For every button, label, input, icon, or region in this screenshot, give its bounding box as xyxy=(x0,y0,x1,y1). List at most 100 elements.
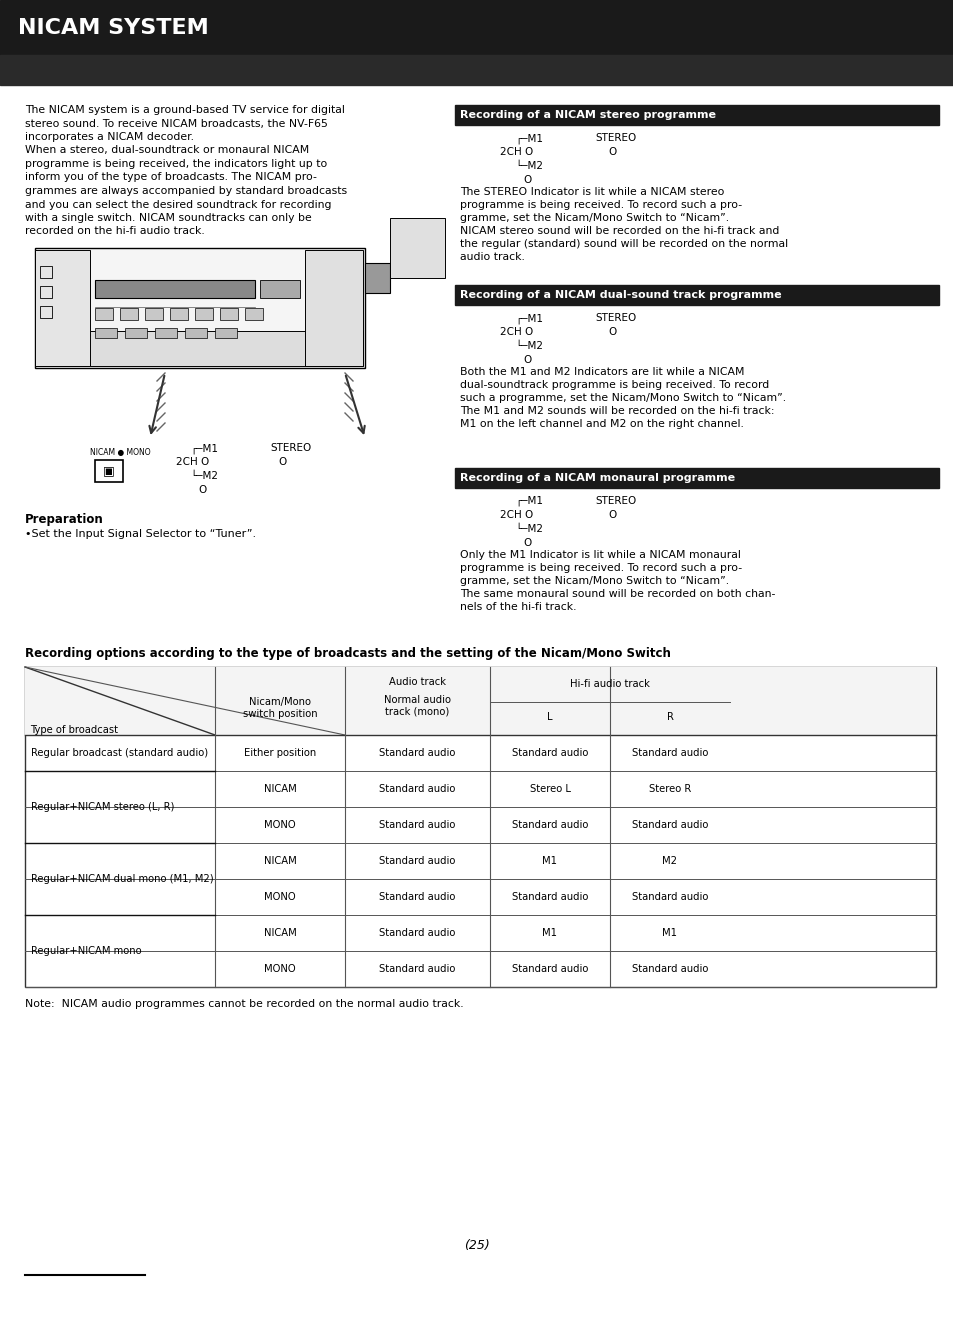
Bar xyxy=(0,0,953,56)
Text: ┌─M1: ┌─M1 xyxy=(190,443,218,453)
Text: Stereo R: Stereo R xyxy=(648,784,690,794)
Bar xyxy=(194,307,213,321)
Text: Standard audio: Standard audio xyxy=(379,892,456,902)
Text: MONO: MONO xyxy=(264,820,295,829)
Text: Standard audio: Standard audio xyxy=(511,892,588,902)
Text: └─M2: └─M2 xyxy=(190,470,218,481)
Bar xyxy=(35,248,365,368)
Text: Standard audio: Standard audio xyxy=(379,820,456,829)
Text: 2CH O: 2CH O xyxy=(499,510,533,519)
Bar xyxy=(120,307,138,321)
Text: M2: M2 xyxy=(661,856,677,867)
Text: 2CH O: 2CH O xyxy=(499,147,533,156)
Bar xyxy=(365,262,390,293)
Text: •Set the Input Signal Selector to “Tuner”.: •Set the Input Signal Selector to “Tuner… xyxy=(25,529,255,539)
Text: MONO: MONO xyxy=(264,892,295,902)
Bar xyxy=(40,266,52,278)
Bar xyxy=(95,307,112,321)
Bar xyxy=(455,468,938,488)
Text: the regular (standard) sound will be recorded on the normal: the regular (standard) sound will be rec… xyxy=(459,238,787,249)
Text: Preparation: Preparation xyxy=(25,513,104,526)
Text: Standard audio: Standard audio xyxy=(379,927,456,938)
Text: Standard audio: Standard audio xyxy=(379,784,456,794)
Bar xyxy=(260,280,299,298)
Text: The M1 and M2 sounds will be recorded on the hi-fi track:: The M1 and M2 sounds will be recorded on… xyxy=(459,405,774,416)
Text: Standard audio: Standard audio xyxy=(511,749,588,758)
Text: └─M2: └─M2 xyxy=(515,162,542,171)
Text: programme is being received, the indicators light up to: programme is being received, the indicat… xyxy=(25,159,327,170)
Text: Standard audio: Standard audio xyxy=(379,749,456,758)
Text: M1: M1 xyxy=(661,927,677,938)
Text: Hi-fi audio track: Hi-fi audio track xyxy=(570,678,649,689)
Bar xyxy=(390,219,444,278)
Text: MONO: MONO xyxy=(264,965,295,974)
Text: 2CH O: 2CH O xyxy=(175,457,209,466)
Text: Standard audio: Standard audio xyxy=(511,820,588,829)
Text: Standard audio: Standard audio xyxy=(631,965,707,974)
Text: inform you of the type of broadcasts. The NICAM pro-: inform you of the type of broadcasts. Th… xyxy=(25,172,316,183)
Text: 2CH O: 2CH O xyxy=(499,327,533,337)
Bar xyxy=(95,280,254,298)
Text: Regular+NICAM stereo (L, R): Regular+NICAM stereo (L, R) xyxy=(30,802,174,812)
Text: with a single switch. NICAM soundtracks can only be: with a single switch. NICAM soundtracks … xyxy=(25,213,312,223)
Text: Standard audio: Standard audio xyxy=(379,856,456,867)
Text: Type of broadcast: Type of broadcast xyxy=(30,725,118,735)
Bar xyxy=(125,329,147,338)
Text: The STEREO Indicator is lit while a NICAM stereo: The STEREO Indicator is lit while a NICA… xyxy=(459,187,723,197)
Text: Stereo L: Stereo L xyxy=(529,784,570,794)
Bar xyxy=(145,307,163,321)
Text: grammes are always accompanied by standard broadcasts: grammes are always accompanied by standa… xyxy=(25,186,347,196)
Bar xyxy=(35,250,90,366)
Bar xyxy=(220,307,237,321)
Text: O: O xyxy=(522,355,531,364)
Text: Audio track: Audio track xyxy=(389,677,446,686)
Text: ┌─M1: ┌─M1 xyxy=(515,313,542,323)
Text: When a stereo, dual-soundtrack or monaural NICAM: When a stereo, dual-soundtrack or monaur… xyxy=(25,146,309,155)
Bar xyxy=(0,56,953,85)
Text: gramme, set the Nicam/Mono Switch to “Nicam”.: gramme, set the Nicam/Mono Switch to “Ni… xyxy=(459,213,728,223)
Bar xyxy=(214,329,236,338)
Text: Recording of a NICAM stereo programme: Recording of a NICAM stereo programme xyxy=(459,110,716,121)
Text: O: O xyxy=(607,327,616,337)
Text: dual-soundtrack programme is being received. To record: dual-soundtrack programme is being recei… xyxy=(459,380,768,390)
Text: NICAM: NICAM xyxy=(263,784,296,794)
Text: programme is being received. To record such a pro-: programme is being received. To record s… xyxy=(459,563,741,572)
Text: stereo sound. To receive NICAM broadcasts, the NV-F65: stereo sound. To receive NICAM broadcast… xyxy=(25,118,328,129)
Text: NICAM: NICAM xyxy=(263,856,296,867)
Text: Normal audio
track (mono): Normal audio track (mono) xyxy=(384,696,451,717)
Bar xyxy=(170,307,188,321)
Text: R: R xyxy=(666,712,673,722)
Text: The same monaural sound will be recorded on both chan-: The same monaural sound will be recorded… xyxy=(459,590,775,599)
Text: Recording options according to the type of broadcasts and the setting of the Nic: Recording options according to the type … xyxy=(25,647,670,660)
Text: STEREO: STEREO xyxy=(595,132,636,143)
Text: Recording of a NICAM monaural programme: Recording of a NICAM monaural programme xyxy=(459,473,735,484)
Text: nels of the hi-fi track.: nels of the hi-fi track. xyxy=(459,602,576,612)
Text: NICAM ● MONO: NICAM ● MONO xyxy=(90,448,151,457)
Text: The NICAM system is a ground-based TV service for digital: The NICAM system is a ground-based TV se… xyxy=(25,105,345,115)
Bar xyxy=(25,666,935,987)
Text: Note:  NICAM audio programmes cannot be recorded on the normal audio track.: Note: NICAM audio programmes cannot be r… xyxy=(25,999,463,1010)
Text: Standard audio: Standard audio xyxy=(511,965,588,974)
Text: STEREO: STEREO xyxy=(270,443,311,453)
Text: └─M2: └─M2 xyxy=(515,523,542,534)
Text: incorporates a NICAM decoder.: incorporates a NICAM decoder. xyxy=(25,132,193,142)
Text: such a programme, set the Nicam/Mono Switch to “Nicam”.: such a programme, set the Nicam/Mono Swi… xyxy=(459,394,785,403)
Bar xyxy=(245,307,263,321)
Text: Both the M1 and M2 Indicators are lit while a NICAM: Both the M1 and M2 Indicators are lit wh… xyxy=(459,367,743,378)
Text: M1 on the left channel and M2 on the right channel.: M1 on the left channel and M2 on the rig… xyxy=(459,419,743,429)
Text: O: O xyxy=(198,485,206,496)
Text: M1: M1 xyxy=(542,856,557,867)
Text: M1: M1 xyxy=(542,927,557,938)
Text: NICAM stereo sound will be recorded on the hi-fi track and: NICAM stereo sound will be recorded on t… xyxy=(459,227,779,236)
Text: STEREO: STEREO xyxy=(595,313,636,323)
Text: O: O xyxy=(607,510,616,519)
Bar xyxy=(25,666,935,735)
Text: ┌─M1: ┌─M1 xyxy=(515,496,542,506)
Text: O: O xyxy=(522,175,531,186)
Text: recorded on the hi-fi audio track.: recorded on the hi-fi audio track. xyxy=(25,227,205,236)
Text: Only the M1 Indicator is lit while a NICAM monaural: Only the M1 Indicator is lit while a NIC… xyxy=(459,550,740,560)
Text: and you can select the desired soundtrack for recording: and you can select the desired soundtrac… xyxy=(25,200,331,209)
Bar xyxy=(185,329,207,338)
Text: └─M2: └─M2 xyxy=(515,341,542,351)
Text: Regular+NICAM mono: Regular+NICAM mono xyxy=(30,946,141,957)
